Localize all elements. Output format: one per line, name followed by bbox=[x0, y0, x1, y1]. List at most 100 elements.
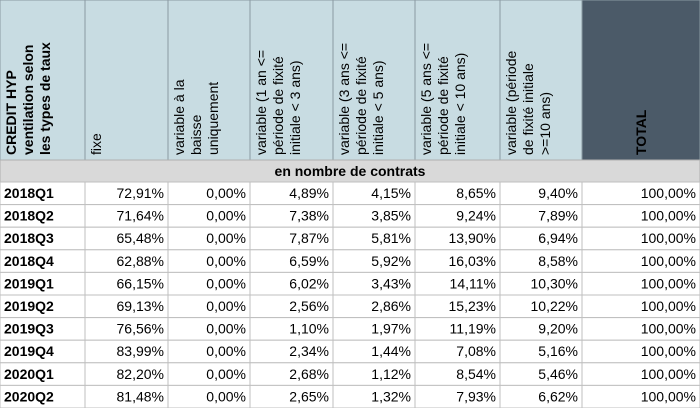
cell-value: 8,58% bbox=[538, 253, 578, 269]
row-label: 2018Q1 bbox=[4, 185, 54, 201]
row bbox=[0, 249, 700, 273]
cell-value: 6,62% bbox=[538, 388, 578, 404]
cell-value: 100,00% bbox=[641, 366, 696, 382]
cell-value: 10,22% bbox=[531, 298, 578, 314]
header-text: variable (3 ans <= bbox=[336, 43, 352, 155]
cell-value: 3,43% bbox=[371, 275, 411, 291]
header-cell bbox=[414, 0, 501, 161]
header-text: les types de taux bbox=[37, 42, 53, 155]
cell-value: 4,15% bbox=[371, 185, 411, 201]
cell-value: 6,02% bbox=[289, 275, 329, 291]
header-cell bbox=[581, 0, 700, 161]
cell-value: 4,89% bbox=[289, 185, 329, 201]
cell-value: 0,00% bbox=[206, 321, 246, 337]
cell-value: 66,15% bbox=[117, 275, 164, 291]
header-text: période de fixité bbox=[270, 56, 286, 155]
cell-value: 8,65% bbox=[456, 185, 496, 201]
row-label: 2019Q2 bbox=[4, 298, 54, 314]
row-label: 2019Q3 bbox=[4, 321, 54, 337]
header-text: initiale < 10 ans) bbox=[452, 53, 468, 155]
header-text: initiale < 3 ans) bbox=[287, 60, 303, 155]
header-text: uniquement bbox=[205, 82, 221, 155]
row bbox=[0, 226, 700, 251]
cell-value: 6,59% bbox=[289, 253, 329, 269]
header-cell bbox=[332, 0, 416, 161]
header-cell bbox=[0, 0, 86, 161]
header-text: variable (1 an <= bbox=[253, 50, 269, 155]
cell-value: 76,56% bbox=[117, 321, 164, 337]
cell-value: 100,00% bbox=[641, 230, 696, 246]
cell-value: 2,68% bbox=[289, 366, 329, 382]
row bbox=[0, 339, 700, 364]
cell-value: 7,08% bbox=[456, 343, 496, 359]
cell-value: 5,16% bbox=[538, 343, 578, 359]
row-label: 2018Q4 bbox=[4, 253, 54, 269]
cell-value: 62,88% bbox=[117, 253, 164, 269]
row-label: 2020Q2 bbox=[4, 388, 54, 404]
header-text: variable à la bbox=[171, 79, 187, 155]
cell-value: 82,20% bbox=[117, 366, 164, 382]
row-label: 2020Q1 bbox=[4, 366, 54, 382]
cell-value: 81,48% bbox=[117, 388, 164, 404]
cell-value: 8,54% bbox=[456, 366, 496, 382]
cell-value: 9,40% bbox=[538, 185, 578, 201]
header-text: période de fixité bbox=[435, 56, 451, 155]
row bbox=[0, 271, 700, 296]
cell-value: 100,00% bbox=[641, 343, 696, 359]
cell-value: 9,24% bbox=[456, 208, 496, 224]
row bbox=[0, 181, 700, 206]
cell-value: 2,65% bbox=[289, 388, 329, 404]
row-label: 2018Q3 bbox=[4, 230, 54, 246]
header-text: fixe bbox=[88, 133, 104, 155]
cell-value: 83,99% bbox=[117, 343, 164, 359]
cell-value: 0,00% bbox=[206, 298, 246, 314]
cell-value: 13,90% bbox=[449, 230, 496, 246]
cell-value: 2,34% bbox=[289, 343, 329, 359]
header-text: CREDIT HYP bbox=[3, 70, 19, 155]
cell-value: 100,00% bbox=[641, 321, 696, 337]
cell-value: 0,00% bbox=[206, 275, 246, 291]
cell-value: 7,89% bbox=[538, 208, 578, 224]
cell-value: 0,00% bbox=[206, 343, 246, 359]
row-label: 2018Q2 bbox=[4, 208, 54, 224]
cell-value: 72,91% bbox=[117, 185, 164, 201]
cell-value: 6,94% bbox=[538, 230, 578, 246]
header-text: baisse bbox=[188, 114, 204, 155]
cell-value: 100,00% bbox=[641, 208, 696, 224]
cell-value: 5,46% bbox=[538, 366, 578, 382]
cell-value: 1,97% bbox=[371, 321, 411, 337]
cell-value: 100,00% bbox=[641, 253, 696, 269]
cell-value: 9,20% bbox=[538, 321, 578, 337]
cell-value: 1,44% bbox=[371, 343, 411, 359]
cell-value: 100,00% bbox=[641, 298, 696, 314]
cell-value: 0,00% bbox=[206, 208, 246, 224]
row-label: 2019Q4 bbox=[4, 343, 54, 359]
header-cell bbox=[249, 0, 334, 161]
cell-value: 65,48% bbox=[117, 230, 164, 246]
subheader-text: en nombre de contrats bbox=[275, 163, 426, 179]
header-text: initiale < 5 ans) bbox=[370, 60, 386, 155]
row bbox=[0, 317, 700, 341]
row bbox=[0, 204, 700, 228]
header-cell bbox=[499, 0, 583, 161]
cell-value: 0,00% bbox=[206, 366, 246, 382]
cell-value: 69,13% bbox=[117, 298, 164, 314]
header-text: >=10 ans) bbox=[537, 92, 553, 155]
row bbox=[0, 384, 700, 409]
header-text: ventilation selon bbox=[20, 45, 36, 155]
header-text: de fixité initiale bbox=[520, 63, 536, 155]
cell-value: 100,00% bbox=[641, 388, 696, 404]
cell-value: 0,00% bbox=[206, 185, 246, 201]
cell-value: 7,87% bbox=[289, 230, 329, 246]
cell-value: 5,81% bbox=[371, 230, 411, 246]
cell-value: 5,92% bbox=[371, 253, 411, 269]
cell-value: 3,85% bbox=[371, 208, 411, 224]
header-text: variable (5 ans <= bbox=[418, 43, 434, 155]
cell-value: 11,19% bbox=[450, 321, 496, 337]
header-text: TOTAL bbox=[633, 109, 649, 155]
row bbox=[0, 294, 700, 319]
row-label: 2019Q1 bbox=[4, 275, 54, 291]
header-text: période de fixité bbox=[353, 56, 369, 155]
cell-value: 7,93% bbox=[456, 388, 496, 404]
